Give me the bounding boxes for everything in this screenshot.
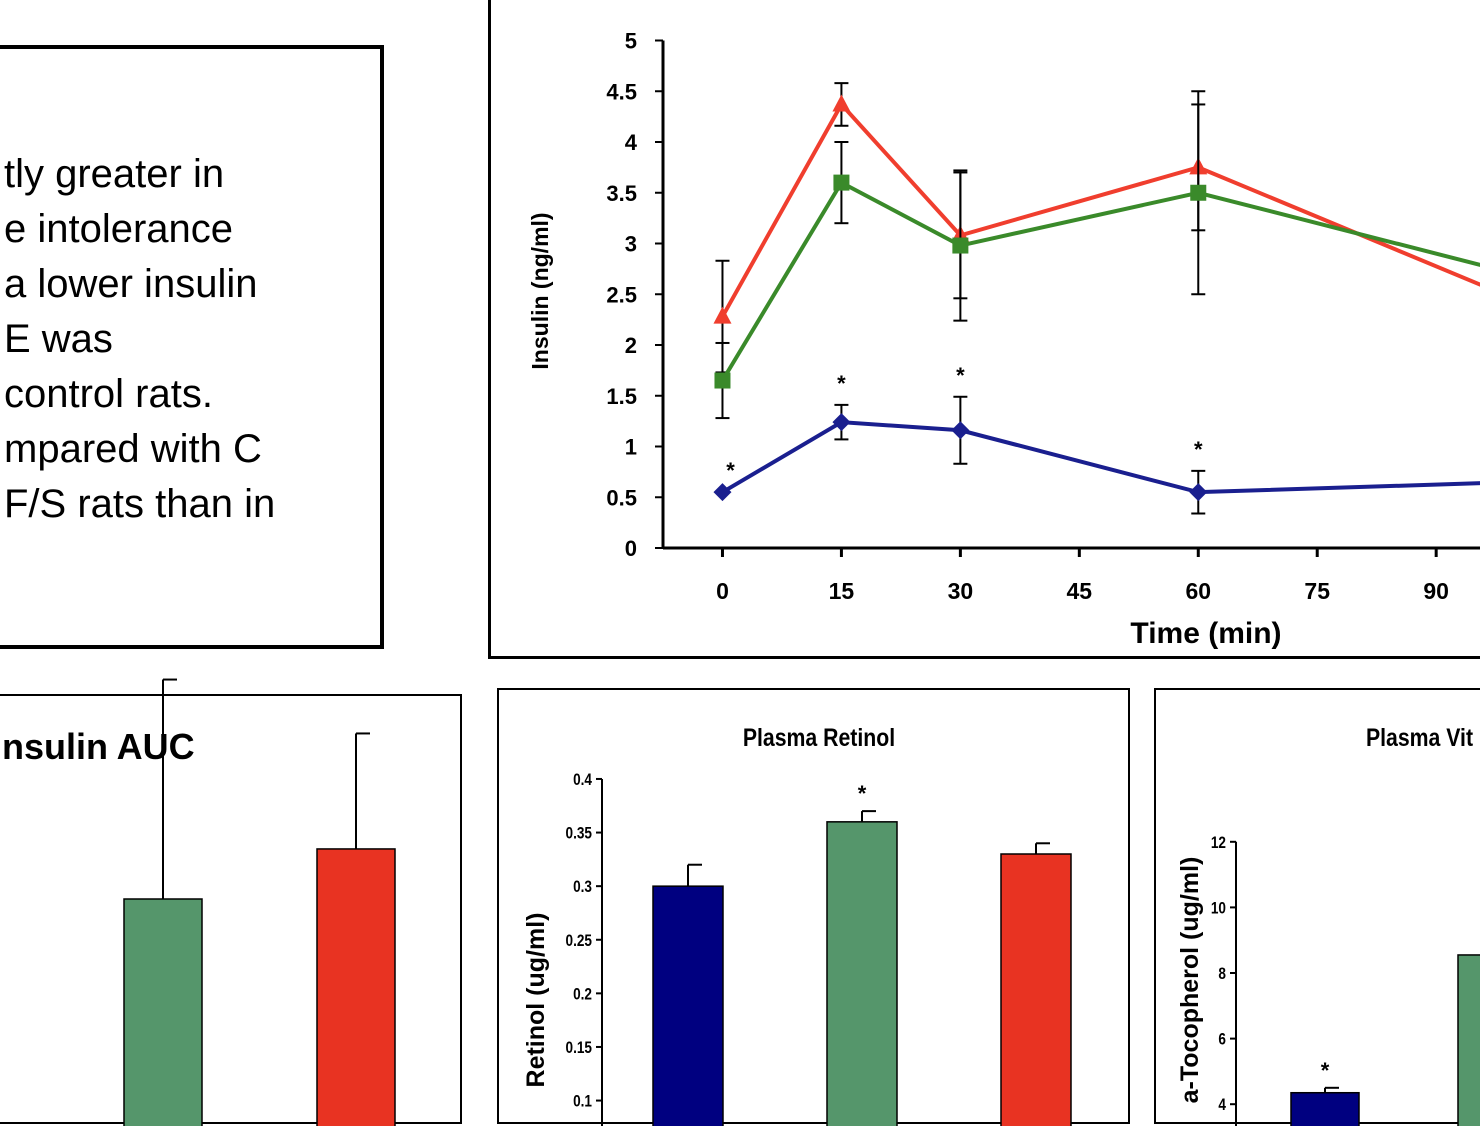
plasma-vitamin-chart: Plasma Vit a-Tocopherol (ug/ml) 4 6 8 10 12 *: [1176, 723, 1480, 1126]
bar: [652, 885, 724, 1126]
insulin-auc-panel: Insulin AUC: [0, 678, 462, 1126]
insulin-line-chart-panel: 0 0.5 1 1.5 2 2.5 3 3.5 4 4.5 5 0 15 30 45 60 75 90 Time (…: [488, 0, 1480, 659]
y-tick-label: 2.5: [606, 282, 637, 307]
y-tick-label: 0: [625, 536, 637, 561]
x-tick-label: 30: [948, 578, 974, 604]
significance-asterisk: *: [837, 371, 846, 396]
insulin-line-chart: 0 0.5 1 1.5 2 2.5 3 3.5 4 4.5 5 0 15 30 45 60 75 90 Time (…: [527, 29, 1480, 650]
y-tick-label: 2: [625, 333, 637, 358]
y-tick-label: 0.15: [566, 1039, 593, 1058]
bar: [123, 898, 203, 1126]
data-point-square: [1190, 184, 1207, 201]
y-axis-title: Insulin (ng/ml): [527, 212, 553, 369]
summary-line-2: e intolerance: [4, 207, 234, 251]
y-tick-label: 3.5: [606, 181, 637, 206]
summary-line-5: control rats.: [4, 372, 213, 416]
data-point-triangle: [713, 306, 732, 324]
y-tick-label: 0.1: [573, 1092, 592, 1111]
y-tick-label: 0.35: [566, 824, 593, 843]
data-point-diamond: [713, 483, 732, 502]
y-tick-label: 4.5: [606, 79, 637, 104]
plasma-vitamin-panel: Plasma Vit a-Tocopherol (ug/ml) 4 6 8 10 12 *: [1154, 688, 1480, 1126]
y-tick-label: 0.5: [606, 485, 637, 510]
y-tick-label: 10: [1211, 899, 1226, 918]
vitamin-y-axis-title: a-Tocopherol (ug/ml): [1176, 857, 1204, 1104]
data-point-square: [952, 237, 969, 254]
y-tick-label: 1: [625, 435, 637, 460]
x-tick-label: 0: [716, 578, 729, 604]
bar: [1000, 853, 1072, 1126]
vitamin-title: Plasma Vit: [1366, 723, 1473, 751]
x-tick-label: 90: [1423, 578, 1449, 604]
x-tick-label: 15: [829, 578, 855, 604]
y-tick-label: 6: [1218, 1030, 1226, 1049]
data-point-square: [833, 174, 850, 191]
x-tick-label: 60: [1185, 578, 1211, 604]
summary-text-box: tly greater in e intolerance a lower ins…: [0, 45, 384, 649]
data-point-square: [714, 372, 731, 389]
y-tick-label: 4: [1218, 1096, 1226, 1115]
data-point-diamond: [1189, 483, 1208, 502]
bar: [826, 821, 898, 1126]
bar: [316, 848, 396, 1126]
bar: [1290, 1091, 1360, 1126]
y-tick-label: 4: [625, 130, 638, 155]
series-line-green: [720, 179, 1480, 382]
bar: [1457, 954, 1480, 1126]
x-tick-label: 45: [1067, 578, 1093, 604]
data-point-triangle: [832, 94, 851, 112]
data-point-diamond: [832, 413, 851, 432]
plasma-retinol-panel: Plasma Retinol Retinol (ug/ml) 0.1 0.15 0.2 0…: [497, 688, 1130, 1126]
significance-asterisk: *: [726, 458, 735, 483]
series-line-blue: [721, 420, 1480, 495]
significance-asterisk: *: [1321, 1058, 1330, 1083]
y-tick-label: 5: [625, 29, 637, 54]
x-tick-label: 75: [1304, 578, 1330, 604]
insulin-auc-chart: [123, 678, 396, 1126]
y-tick-label: 0.25: [566, 931, 593, 950]
summary-line-4: E was: [4, 317, 113, 361]
summary-line-3: a lower insulin: [4, 262, 258, 306]
plasma-retinol-chart: Plasma Retinol Retinol (ug/ml) 0.1 0.15 0.2 0…: [522, 723, 1072, 1126]
summary-line-7: F/S rats than in: [4, 482, 276, 526]
y-tick-label: 12: [1211, 833, 1226, 852]
summary-line-6: mpared with C: [4, 427, 262, 471]
y-tick-label: 0.2: [573, 985, 592, 1004]
retinol-y-axis-title: Retinol (ug/ml): [522, 913, 550, 1088]
series-line-red: [720, 101, 1480, 318]
y-tick-label: 3: [625, 232, 637, 257]
x-axis-title: Time (min): [1130, 617, 1281, 650]
significance-asterisk: *: [956, 363, 965, 388]
y-tick-label: 0.4: [573, 771, 592, 790]
significance-asterisk: *: [858, 781, 867, 806]
y-tick-label: 1.5: [606, 384, 637, 409]
y-tick-label: 8: [1218, 965, 1226, 984]
retinol-title: Plasma Retinol: [743, 723, 895, 751]
summary-line-1: tly greater in: [4, 152, 225, 196]
significance-asterisk: *: [1194, 437, 1203, 462]
data-point-diamond: [951, 421, 970, 440]
y-tick-label: 0.3: [573, 878, 592, 897]
